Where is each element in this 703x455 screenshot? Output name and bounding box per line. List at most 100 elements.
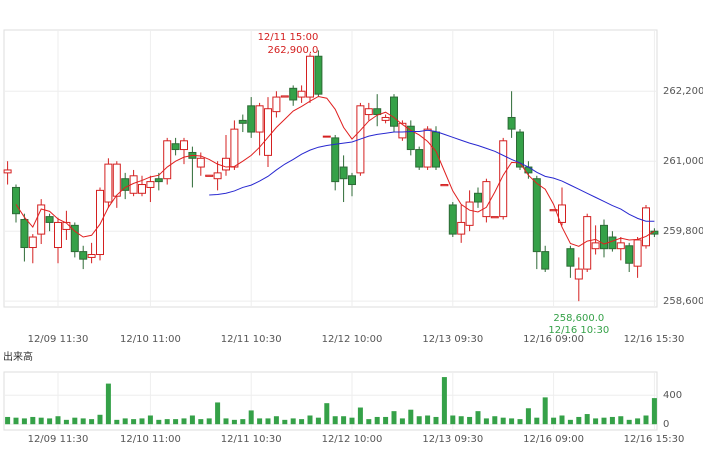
volume-bar: [509, 418, 515, 425]
volume-bar: [425, 415, 431, 425]
candle-body: [264, 108, 272, 156]
candle-body: [541, 251, 550, 270]
candle-body: [213, 172, 222, 180]
candle-body: [423, 128, 432, 168]
candle-body: [465, 201, 474, 226]
volume-bar: [173, 419, 179, 425]
candle-body: [364, 108, 373, 116]
volume-bar: [131, 419, 137, 425]
candle-body: [3, 169, 12, 174]
volume-bar: [47, 418, 53, 425]
volume-bar: [215, 402, 221, 425]
candle-body: [314, 55, 323, 95]
volume-bar: [114, 419, 120, 425]
volume-bar: [63, 419, 69, 425]
candle-body: [205, 174, 214, 177]
volume-bar: [38, 417, 44, 425]
volume-bar: [593, 418, 599, 425]
candle-body: [474, 192, 482, 203]
candle-body: [297, 90, 306, 98]
volume-bar: [441, 377, 447, 425]
volume-bar: [458, 416, 464, 425]
x-tick-label: 12/16 15:30: [624, 334, 685, 345]
volume-bar: [651, 398, 657, 425]
volume-bar: [383, 416, 389, 425]
volume-bar: [626, 419, 632, 425]
volume-bar: [282, 419, 288, 425]
candle-body: [600, 224, 608, 250]
volume-bar: [307, 415, 313, 425]
candle-body: [54, 221, 62, 249]
volume-bar: [551, 417, 557, 425]
volume-bar: [601, 417, 607, 425]
candle-body: [306, 55, 314, 98]
volume-bar: [290, 418, 296, 425]
volume-bar: [189, 415, 195, 425]
x-tick-label: 12/11 10:30: [221, 334, 282, 345]
candle-body: [633, 239, 642, 267]
candle-body: [104, 163, 113, 203]
candle-body: [37, 204, 46, 235]
candle-body: [322, 135, 331, 138]
moving-average-line: [15, 95, 655, 247]
x-tick-label: 12/16 09:00: [523, 434, 584, 445]
volume-bar: [483, 418, 489, 425]
volume-bar: [156, 419, 162, 425]
x-tick-label: 12/16 09:00: [523, 334, 584, 345]
volume-bar: [609, 416, 615, 425]
candle-body: [163, 140, 172, 180]
candle-body: [448, 204, 457, 235]
candle-body: [20, 219, 29, 249]
candle-body: [146, 181, 155, 188]
volume-bar: [500, 417, 506, 425]
volume-bar: [399, 418, 405, 425]
volume-bar: [80, 418, 86, 425]
candle-body: [532, 178, 541, 253]
max-time-label: 12/11 15:00: [258, 32, 319, 43]
volume-bar: [223, 418, 229, 425]
candle-body: [616, 242, 625, 250]
min-time-label: 12/16 10:30: [548, 325, 609, 336]
x-tick-label: 12/13 09:30: [422, 334, 483, 345]
volume-bar: [72, 417, 78, 425]
volume-bar: [492, 416, 498, 425]
volume-bar: [332, 416, 338, 425]
candle-body: [381, 116, 390, 121]
y-tick-label: 258,600: [663, 296, 703, 307]
volume-bar: [240, 419, 246, 425]
candle-body: [222, 157, 230, 171]
candle-body: [247, 105, 256, 133]
volume-bar: [517, 419, 523, 425]
max-price-label: 262,900.0: [267, 45, 318, 56]
volume-bar: [164, 419, 170, 425]
volume-title: 出来高: [3, 350, 33, 363]
x-tick-label: 12/12 10:00: [322, 434, 383, 445]
candle-body: [171, 143, 180, 151]
volume-bar: [450, 415, 456, 425]
candle-body: [625, 245, 634, 264]
volume-bar: [248, 410, 254, 425]
volume-bar: [433, 416, 439, 425]
candle-body: [230, 128, 239, 168]
x-tick-label: 12/13 09:30: [422, 434, 483, 445]
candle-body: [255, 105, 264, 133]
candle-body: [516, 131, 524, 168]
candle-body: [87, 254, 96, 258]
candle-body: [642, 207, 650, 247]
volume-bar: [97, 414, 103, 425]
candle-body: [490, 216, 499, 219]
candle-body: [591, 242, 600, 250]
candle-body: [28, 236, 37, 249]
volume-bar: [5, 416, 11, 425]
volume-bar: [467, 416, 473, 425]
candle-body: [574, 268, 583, 280]
candle-body: [339, 166, 348, 180]
candle-body: [12, 186, 20, 215]
volume-bar: [357, 407, 363, 425]
volume-bar: [635, 418, 641, 425]
volume-bar: [366, 419, 372, 425]
candle-body: [415, 149, 424, 168]
candle-body: [138, 184, 146, 194]
volume-bar: [13, 417, 19, 425]
candle-body: [432, 131, 440, 168]
